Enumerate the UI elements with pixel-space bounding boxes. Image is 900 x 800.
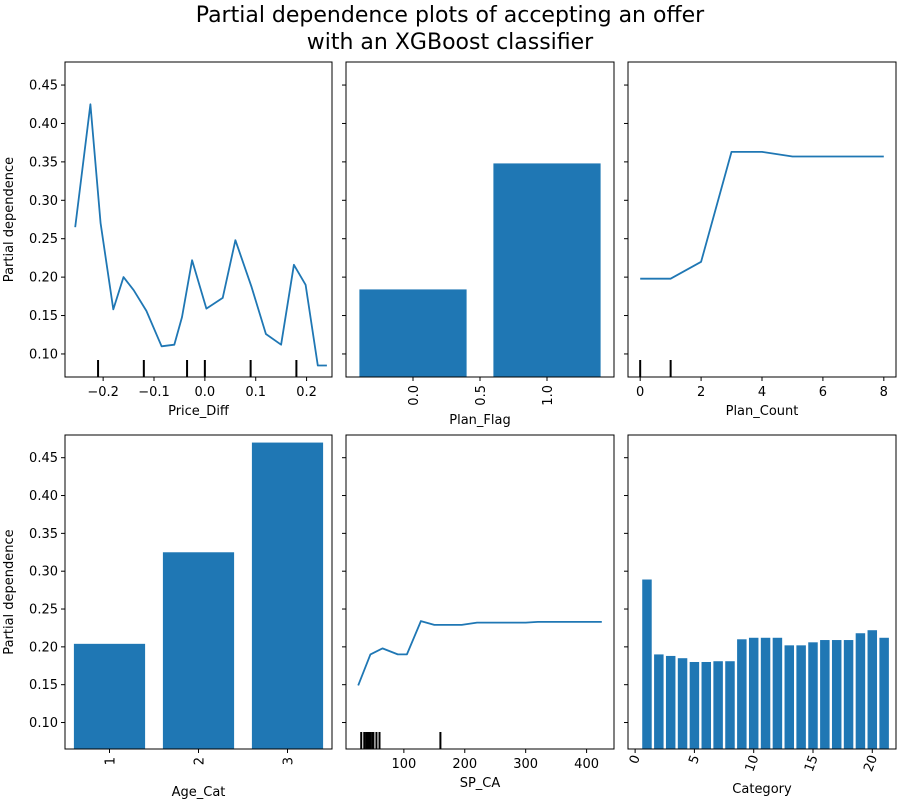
x-tick-label: 2 xyxy=(193,757,208,765)
pd-bar xyxy=(642,579,652,749)
x-tick-label: 8 xyxy=(880,385,888,400)
y-tick-label: 0.45 xyxy=(29,451,58,466)
pd-bar xyxy=(677,658,688,749)
y-tick-label: 0.25 xyxy=(29,603,58,618)
pd-bar xyxy=(737,639,747,749)
y-tick-label: 0.20 xyxy=(29,640,58,655)
y-tick-label: 0.40 xyxy=(29,489,58,504)
y-tick-label: 0.30 xyxy=(29,194,58,209)
y-tick-label: 0.10 xyxy=(29,716,58,731)
subplot-4: 1 2 3 Age_Cat 0.10 0.15 0.20 0.25 0.30 0.35 0.40 0.… xyxy=(2,434,333,800)
x-tick-label: 2 xyxy=(697,385,705,400)
x-tick-label: 300 xyxy=(513,757,538,772)
pd-bar xyxy=(748,637,759,749)
y-tick-label: 0.25 xyxy=(29,232,58,247)
pd-bar xyxy=(879,637,889,749)
pd-line xyxy=(640,150,884,280)
pd-bar xyxy=(772,637,783,749)
x-tick-label: 1 xyxy=(104,757,119,765)
x-axis-label: Plan_Count xyxy=(726,404,799,419)
x-tick-label: 200 xyxy=(452,757,477,772)
x-tick-label: 0.5 xyxy=(474,385,489,406)
pd-bar xyxy=(760,637,771,749)
subplots: −0.2 −0.1 0.0 0.1 0.2 Price_Diff 0.10 0.15 0.20 0… xyxy=(2,61,897,800)
y-axis-label: Partial dependence xyxy=(2,157,17,282)
subplot-3: 0 2 4 6 8 Plan_Count xyxy=(624,61,897,419)
pd-bar xyxy=(162,552,235,749)
pd-bar xyxy=(493,163,601,377)
pd-bar xyxy=(689,661,700,749)
x-axis-label: SP_CA xyxy=(460,776,501,791)
x-tick-label: 0.0 xyxy=(407,385,422,406)
x-tick-label: 5 xyxy=(686,753,703,766)
x-tick-label: 20 xyxy=(861,753,881,774)
pd-bar xyxy=(855,633,866,749)
pd-bar xyxy=(654,654,664,749)
pd-bar xyxy=(796,645,806,749)
pd-bar xyxy=(867,630,878,749)
pd-bar xyxy=(831,640,842,749)
x-tick-label: −0.2 xyxy=(87,385,119,400)
x-axis-label: Category xyxy=(732,782,792,797)
x-tick-label: 3 xyxy=(282,757,297,765)
pd-bar xyxy=(784,645,795,749)
x-tick-label: 0 xyxy=(627,753,644,766)
axes-frame xyxy=(64,61,333,378)
subplot-2: 0.0 0.5 1.0 Plan_Flag xyxy=(342,61,615,428)
pd-bar xyxy=(713,661,723,749)
pd-line xyxy=(74,103,327,367)
figure-title-line2: with an XGBoost classifier xyxy=(307,30,594,55)
x-tick-label: 100 xyxy=(391,757,416,772)
pd-bar xyxy=(701,661,712,749)
pd-bar xyxy=(725,661,735,749)
y-tick-label: 0.10 xyxy=(29,347,58,362)
x-tick-label: 0 xyxy=(636,385,644,400)
y-tick-label: 0.35 xyxy=(29,527,58,542)
y-tick-label: 0.15 xyxy=(29,678,58,693)
pd-bar xyxy=(251,442,324,749)
pd-bar xyxy=(843,640,854,749)
x-tick-label: 0.0 xyxy=(195,385,216,400)
pd-bar xyxy=(665,655,676,749)
y-axis-label: Partial dependence xyxy=(2,529,17,654)
pd-line xyxy=(357,620,602,686)
y-tick-label: 0.20 xyxy=(29,271,58,286)
x-tick-label: 0.2 xyxy=(296,385,317,400)
pd-bar xyxy=(359,289,467,377)
subplot-6: 0 5 10 15 20 Category xyxy=(624,434,897,797)
y-tick-label: 0.45 xyxy=(29,79,58,94)
x-tick-label: −0.1 xyxy=(138,385,170,400)
x-axis-label: Plan_Flag xyxy=(449,413,510,428)
x-axis-label: Age_Cat xyxy=(172,785,226,800)
x-tick-label: 0.1 xyxy=(245,385,266,400)
figure-title-line1: Partial dependence plots of accepting an… xyxy=(196,3,705,28)
pd-bar xyxy=(808,642,818,749)
axes-frame xyxy=(627,61,897,378)
x-tick-label: 15 xyxy=(802,753,822,774)
y-tick-label: 0.40 xyxy=(29,117,58,132)
subplot-1: −0.2 −0.1 0.0 0.1 0.2 Price_Diff 0.10 0.15 0.20 0… xyxy=(2,61,333,419)
x-tick-label: 10 xyxy=(743,753,763,774)
axes-frame xyxy=(627,434,897,750)
x-tick-label: 400 xyxy=(574,757,599,772)
subplot-5: 100 200 300 400 SP_CA xyxy=(342,434,615,791)
y-tick-label: 0.30 xyxy=(29,565,58,580)
y-tick-label: 0.15 xyxy=(29,309,58,324)
x-axis-label: Price_Diff xyxy=(168,404,230,419)
x-tick-label: 4 xyxy=(758,385,766,400)
x-tick-label: 1.0 xyxy=(541,385,556,406)
y-tick-label: 0.35 xyxy=(29,155,58,170)
axes-frame xyxy=(345,434,615,750)
pd-bar xyxy=(73,643,146,749)
pd-bar xyxy=(820,640,830,749)
x-tick-label: 6 xyxy=(819,385,827,400)
